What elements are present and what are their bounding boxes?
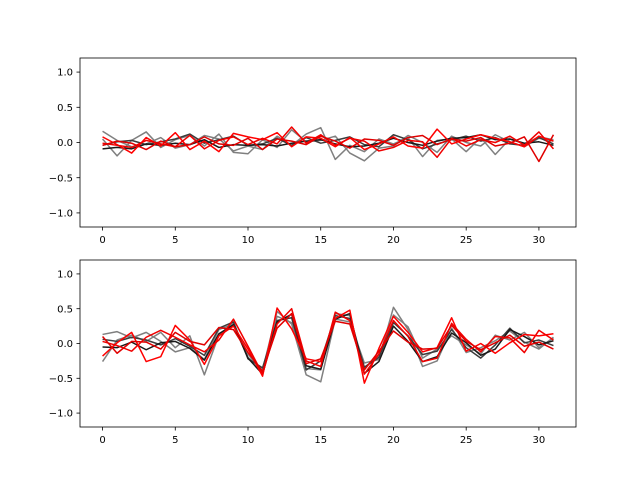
x-tick-label: 10 [242,435,255,446]
x-tick-label: 15 [314,235,327,246]
y-tick-label: 0.5 [57,304,73,315]
series-line-7 [101,312,554,373]
y-tick-label: 0.5 [57,103,73,114]
y-tick-label: −1.0 [49,409,73,420]
x-tick-label: 20 [387,435,400,446]
x-tick-label: 5 [172,435,178,446]
y-tick-label: 0.0 [57,138,73,149]
series-line-4 [102,312,554,375]
y-tick-label: 0.0 [57,339,73,350]
y-tick-label: −0.5 [49,173,73,184]
x-tick-label: 25 [460,435,473,446]
y-tick-label: −1.0 [49,209,73,220]
x-tick-label: 15 [314,435,327,446]
y-tick-label: 1.0 [57,270,73,281]
series-line-5 [102,128,554,154]
series-line-7 [102,134,555,163]
series-group [101,306,554,384]
x-tick-label: 10 [242,235,255,246]
x-tick-label: 30 [533,435,546,446]
y-tick-label: 1.0 [57,68,73,79]
x-tick-label: 20 [387,235,400,246]
y-tick-label: −0.5 [49,374,73,385]
x-tick-label: 30 [533,235,546,246]
x-tick-label: 5 [172,235,178,246]
series-line-6 [102,126,555,159]
x-tick-label: 0 [99,435,105,446]
x-tick-label: 0 [99,235,105,246]
top-subplot: 0 5 10 15 20 25 30 −1.0 −0.5 0.0 0.5 1.0 [49,57,577,246]
bottom-subplot: 0 5 10 15 20 25 30 −1.0 −0.5 0.0 0.5 1.0 [49,259,577,446]
series-group [101,126,555,163]
x-tick-label: 25 [460,235,473,246]
